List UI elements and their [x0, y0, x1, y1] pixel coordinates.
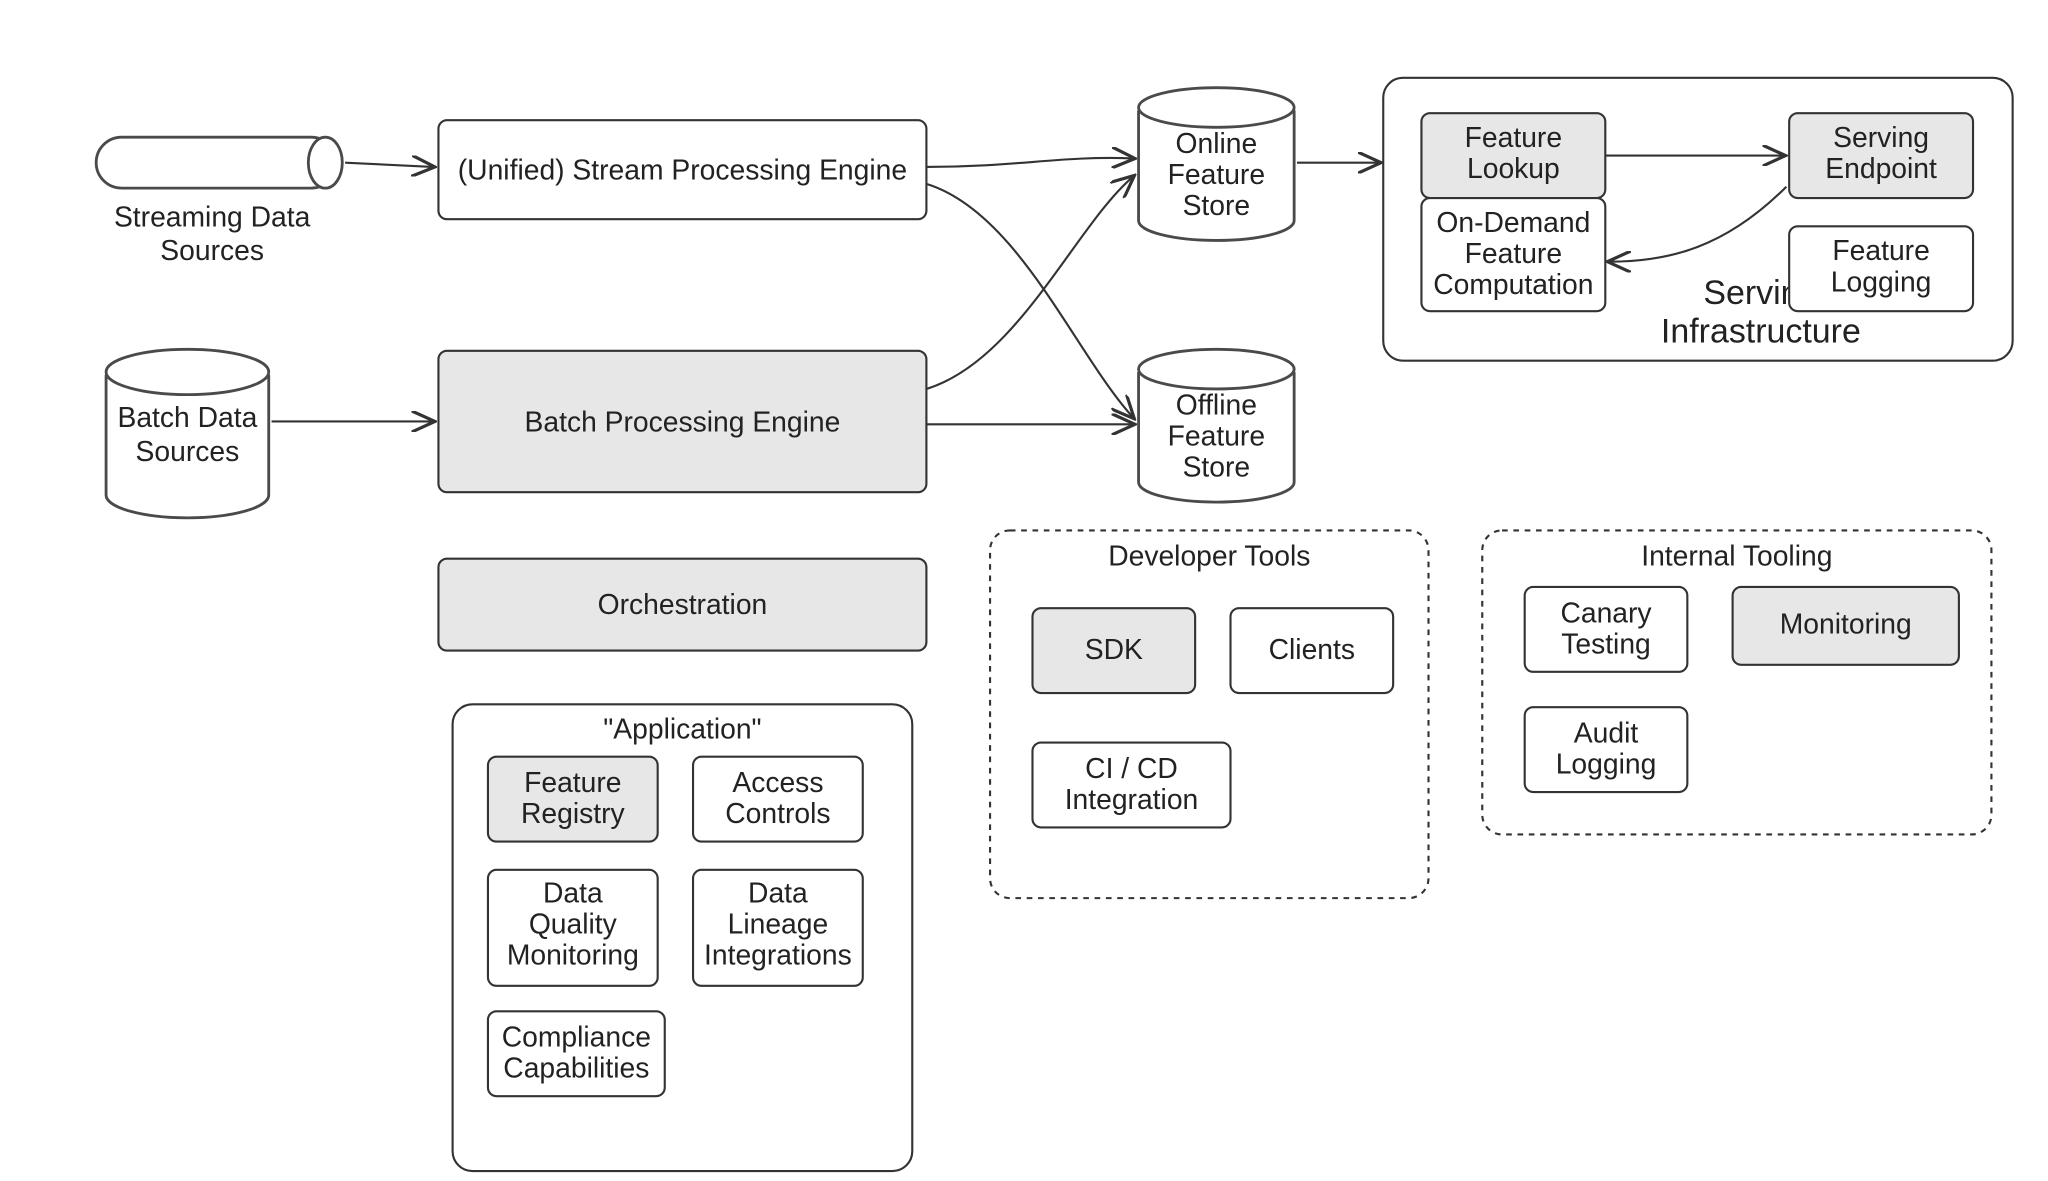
svg-text:Logging: Logging — [1556, 748, 1657, 780]
svg-text:Integrations: Integrations — [704, 939, 852, 971]
batch-src-label-2: Sources — [136, 435, 240, 467]
batch-src-label-1: Batch Data — [117, 401, 257, 433]
serving-infrastructure-group: Serving Infrastructure Feature Lookup On… — [1383, 78, 2012, 361]
svg-text:Logging: Logging — [1831, 265, 1932, 297]
svg-text:Feature: Feature — [524, 766, 621, 798]
streaming-data-sources: Streaming Data Sources — [96, 137, 342, 266]
svg-text:Feature: Feature — [1168, 158, 1265, 190]
svg-text:Data: Data — [543, 876, 603, 908]
svg-text:Orchestration: Orchestration — [598, 588, 768, 620]
svg-text:Computation: Computation — [1433, 268, 1593, 300]
svg-text:SDK: SDK — [1085, 633, 1143, 665]
svg-text:Developer Tools: Developer Tools — [1108, 540, 1310, 572]
svg-text:Endpoint: Endpoint — [1825, 152, 1937, 184]
svg-text:Controls: Controls — [725, 797, 830, 829]
internal-tooling-group: Internal Tooling Canary Testing Monitori… — [1482, 530, 1991, 834]
orchestration: Orchestration — [438, 559, 926, 651]
batch-processing-engine: Batch Processing Engine — [438, 351, 926, 492]
serving-endpoint-box: Serving Endpoint — [1789, 113, 1973, 198]
svg-text:"Application": "Application" — [603, 712, 761, 744]
svg-text:On-Demand: On-Demand — [1436, 206, 1590, 238]
svg-text:Access: Access — [732, 766, 823, 798]
svg-text:Batch Processing Engine: Batch Processing Engine — [525, 405, 841, 437]
svg-text:Lookup: Lookup — [1467, 152, 1560, 184]
svg-text:Capabilities: Capabilities — [503, 1052, 649, 1084]
svg-text:Monitoring: Monitoring — [507, 939, 639, 971]
svg-text:Integration: Integration — [1065, 783, 1199, 815]
svg-text:Canary: Canary — [1560, 596, 1652, 628]
svg-text:Feature: Feature — [1465, 121, 1562, 153]
svg-text:Clients: Clients — [1269, 633, 1355, 665]
audit-box: Audit Logging — [1525, 707, 1688, 792]
svg-text:Monitoring: Monitoring — [1780, 608, 1912, 640]
monitoring-box: Monitoring — [1733, 587, 1959, 665]
streaming-label-2: Sources — [160, 234, 264, 266]
svg-text:Data: Data — [748, 876, 808, 908]
svg-text:Feature: Feature — [1465, 237, 1562, 269]
developer-tools-group: Developer Tools SDK Clients CI / CD Inte… — [990, 530, 1428, 898]
svg-text:Testing: Testing — [1561, 627, 1651, 659]
svg-text:Compliance: Compliance — [502, 1021, 651, 1053]
svg-text:Offline: Offline — [1176, 388, 1257, 420]
svg-text:Online: Online — [1175, 127, 1257, 159]
architecture-diagram: Streaming Data Sources Batch Data Source… — [0, 0, 2048, 1181]
svg-text:Audit: Audit — [1574, 717, 1639, 749]
cicd-box: CI / CD Integration — [1032, 743, 1230, 828]
canary-box: Canary Testing — [1525, 587, 1688, 672]
svg-text:Store: Store — [1183, 189, 1251, 221]
svg-text:CI / CD: CI / CD — [1085, 752, 1178, 784]
data-lineage-box: Data Lineage Integrations — [693, 870, 863, 986]
online-feature-store: Online Feature Store — [1139, 88, 1295, 241]
svg-text:Infrastructure: Infrastructure — [1661, 312, 1861, 350]
svg-text:Internal Tooling: Internal Tooling — [1641, 540, 1832, 572]
svg-text:Quality: Quality — [529, 907, 618, 939]
stream-processing-engine: (Unified) Stream Processing Engine — [438, 120, 926, 219]
feature-registry-box: Feature Registry — [488, 757, 658, 842]
feature-logging-box: Feature Logging — [1789, 226, 1973, 311]
offline-feature-store: Offline Feature Store — [1139, 349, 1295, 502]
access-controls-box: Access Controls — [693, 757, 863, 842]
svg-text:Serving: Serving — [1833, 121, 1929, 153]
data-quality-box: Data Quality Monitoring — [488, 870, 658, 986]
streaming-label-1: Streaming Data — [114, 200, 311, 232]
application-group: "Application" Feature Registry Access Co… — [453, 704, 913, 1171]
svg-text:Feature: Feature — [1168, 420, 1265, 452]
clients-box: Clients — [1230, 608, 1393, 693]
batch-data-sources: Batch Data Sources — [106, 349, 269, 518]
svg-text:Lineage: Lineage — [728, 907, 829, 939]
sdk-box: SDK — [1032, 608, 1195, 693]
compliance-box: Compliance Capabilities — [488, 1011, 665, 1096]
feature-lookup-box: Feature Lookup — [1421, 113, 1605, 198]
svg-text:Store: Store — [1183, 451, 1251, 483]
svg-text:Feature: Feature — [1832, 234, 1929, 266]
svg-text:Registry: Registry — [521, 797, 626, 829]
on-demand-box: On-Demand Feature Computation — [1421, 198, 1605, 311]
svg-text:(Unified) Stream Processing En: (Unified) Stream Processing Engine — [458, 154, 907, 186]
